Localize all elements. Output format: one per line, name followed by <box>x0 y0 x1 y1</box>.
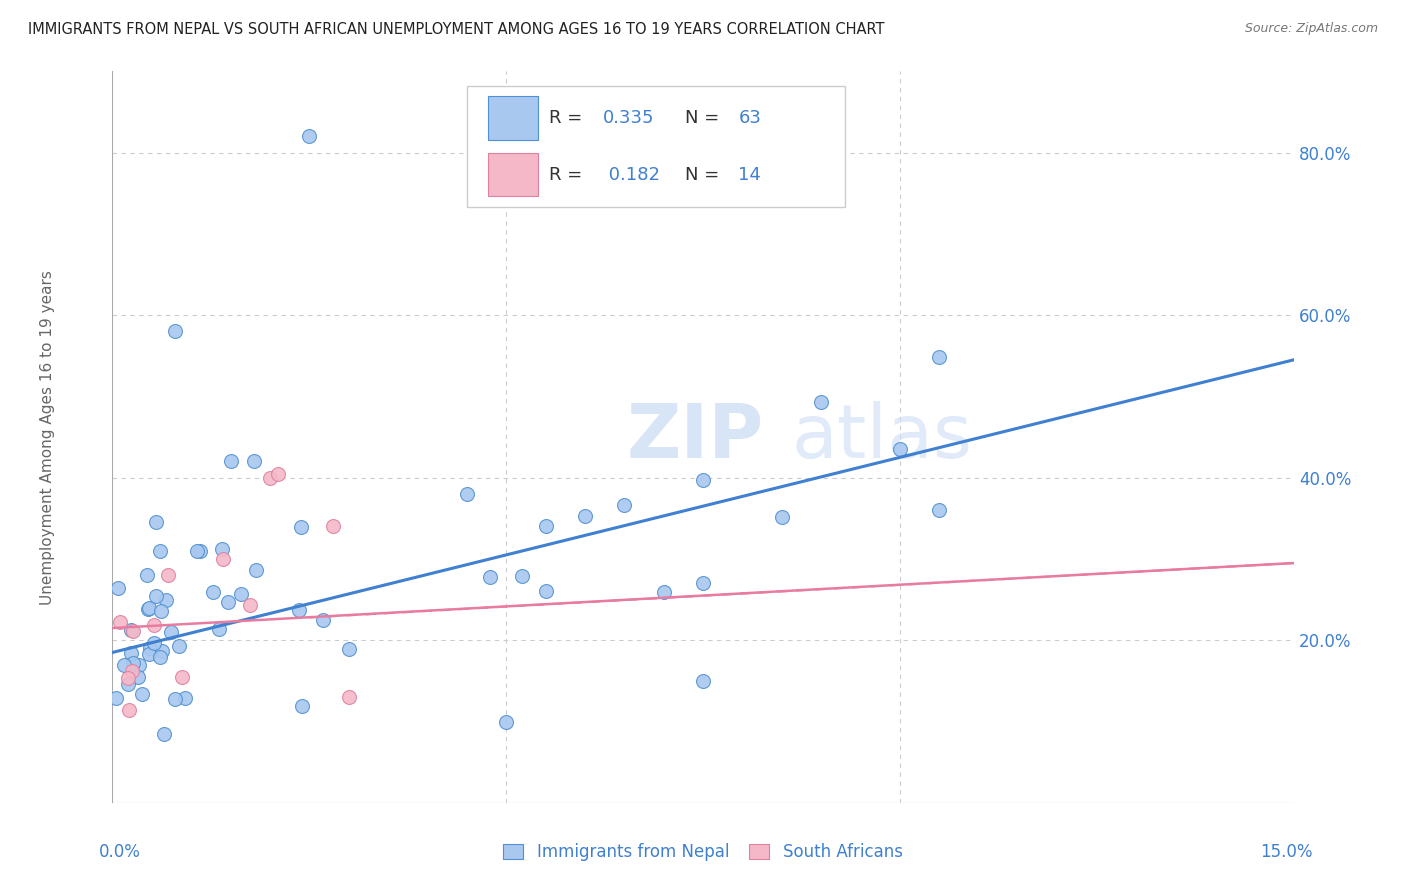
Text: 0.182: 0.182 <box>603 166 659 184</box>
Point <box>138 601 160 615</box>
Point <box>337 690 360 705</box>
Text: 0.335: 0.335 <box>603 109 654 127</box>
Point <box>117 677 139 691</box>
FancyBboxPatch shape <box>488 153 537 196</box>
Point <box>143 636 166 650</box>
Point <box>692 576 714 591</box>
Point <box>145 516 167 530</box>
Point <box>291 699 314 714</box>
Point <box>105 691 128 706</box>
Point <box>165 692 187 706</box>
Point <box>692 673 714 688</box>
Point <box>267 467 290 481</box>
Text: 63: 63 <box>738 109 761 127</box>
Point <box>121 624 143 638</box>
Point <box>259 471 281 485</box>
Point <box>149 605 172 619</box>
Point <box>810 129 832 144</box>
Text: Source: ZipAtlas.com: Source: ZipAtlas.com <box>1244 22 1378 36</box>
Point <box>128 658 150 673</box>
Point <box>138 602 160 616</box>
Point <box>290 519 312 533</box>
Point <box>117 671 139 685</box>
Text: IMMIGRANTS FROM NEPAL VS SOUTH AFRICAN UNEMPLOYMENT AMONG AGES 16 TO 19 YEARS CO: IMMIGRANTS FROM NEPAL VS SOUTH AFRICAN U… <box>28 22 884 37</box>
FancyBboxPatch shape <box>488 96 537 139</box>
Point <box>652 585 675 599</box>
Point <box>188 544 211 558</box>
Text: 15.0%: 15.0% <box>1260 843 1313 861</box>
Point <box>149 544 172 558</box>
Point <box>337 642 360 657</box>
Point <box>211 542 233 557</box>
Text: R =: R = <box>550 109 589 127</box>
Point <box>110 615 132 630</box>
Point <box>574 508 596 523</box>
Point <box>229 587 252 601</box>
Point <box>150 644 173 658</box>
Text: atlas: atlas <box>792 401 973 474</box>
Point <box>173 690 195 705</box>
Point <box>112 657 135 672</box>
Point <box>245 563 267 577</box>
Point <box>138 647 160 661</box>
Point <box>131 687 153 701</box>
Point <box>208 622 231 636</box>
Point <box>534 583 557 598</box>
Point <box>160 625 183 640</box>
Point <box>120 624 142 638</box>
Point <box>288 603 311 617</box>
Text: ZIP: ZIP <box>626 401 763 474</box>
Point <box>243 454 266 468</box>
Legend: Immigrants from Nepal, South Africans: Immigrants from Nepal, South Africans <box>496 837 910 868</box>
Point <box>172 670 194 684</box>
Text: 14: 14 <box>738 166 761 184</box>
Point <box>217 595 239 609</box>
Text: R =: R = <box>550 166 589 184</box>
Point <box>456 487 478 501</box>
Point <box>145 589 167 603</box>
Point <box>928 503 950 517</box>
Point <box>118 703 141 717</box>
Point <box>201 585 224 599</box>
Text: N =: N = <box>685 109 725 127</box>
Point <box>156 568 179 582</box>
Text: N =: N = <box>685 166 725 184</box>
Point <box>107 581 129 595</box>
Point <box>534 519 557 533</box>
Point <box>186 543 208 558</box>
Point <box>322 519 344 533</box>
Point <box>155 593 177 607</box>
Point <box>139 641 162 656</box>
FancyBboxPatch shape <box>467 86 845 207</box>
Point <box>149 649 172 664</box>
Point <box>120 646 142 660</box>
Point <box>152 727 174 741</box>
Point <box>165 325 187 339</box>
Point <box>889 442 911 456</box>
Point <box>135 568 157 582</box>
Text: 0.0%: 0.0% <box>98 843 141 861</box>
Point <box>479 570 502 584</box>
Point <box>239 599 262 613</box>
Point <box>219 454 242 468</box>
Point <box>212 551 235 566</box>
Point <box>127 670 149 684</box>
Point <box>312 614 335 628</box>
Point <box>121 664 143 678</box>
Point <box>510 569 533 583</box>
Point <box>928 350 950 364</box>
Point <box>692 474 714 488</box>
Text: Unemployment Among Ages 16 to 19 years: Unemployment Among Ages 16 to 19 years <box>39 269 55 605</box>
Point <box>169 639 191 653</box>
Point <box>143 618 166 632</box>
Point <box>810 394 832 409</box>
Point <box>122 656 145 670</box>
Point <box>495 714 517 729</box>
Point <box>613 498 636 512</box>
Point <box>770 509 793 524</box>
Point <box>298 129 321 144</box>
